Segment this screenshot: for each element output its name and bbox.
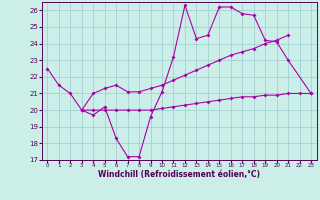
X-axis label: Windchill (Refroidissement éolien,°C): Windchill (Refroidissement éolien,°C) xyxy=(98,170,260,179)
